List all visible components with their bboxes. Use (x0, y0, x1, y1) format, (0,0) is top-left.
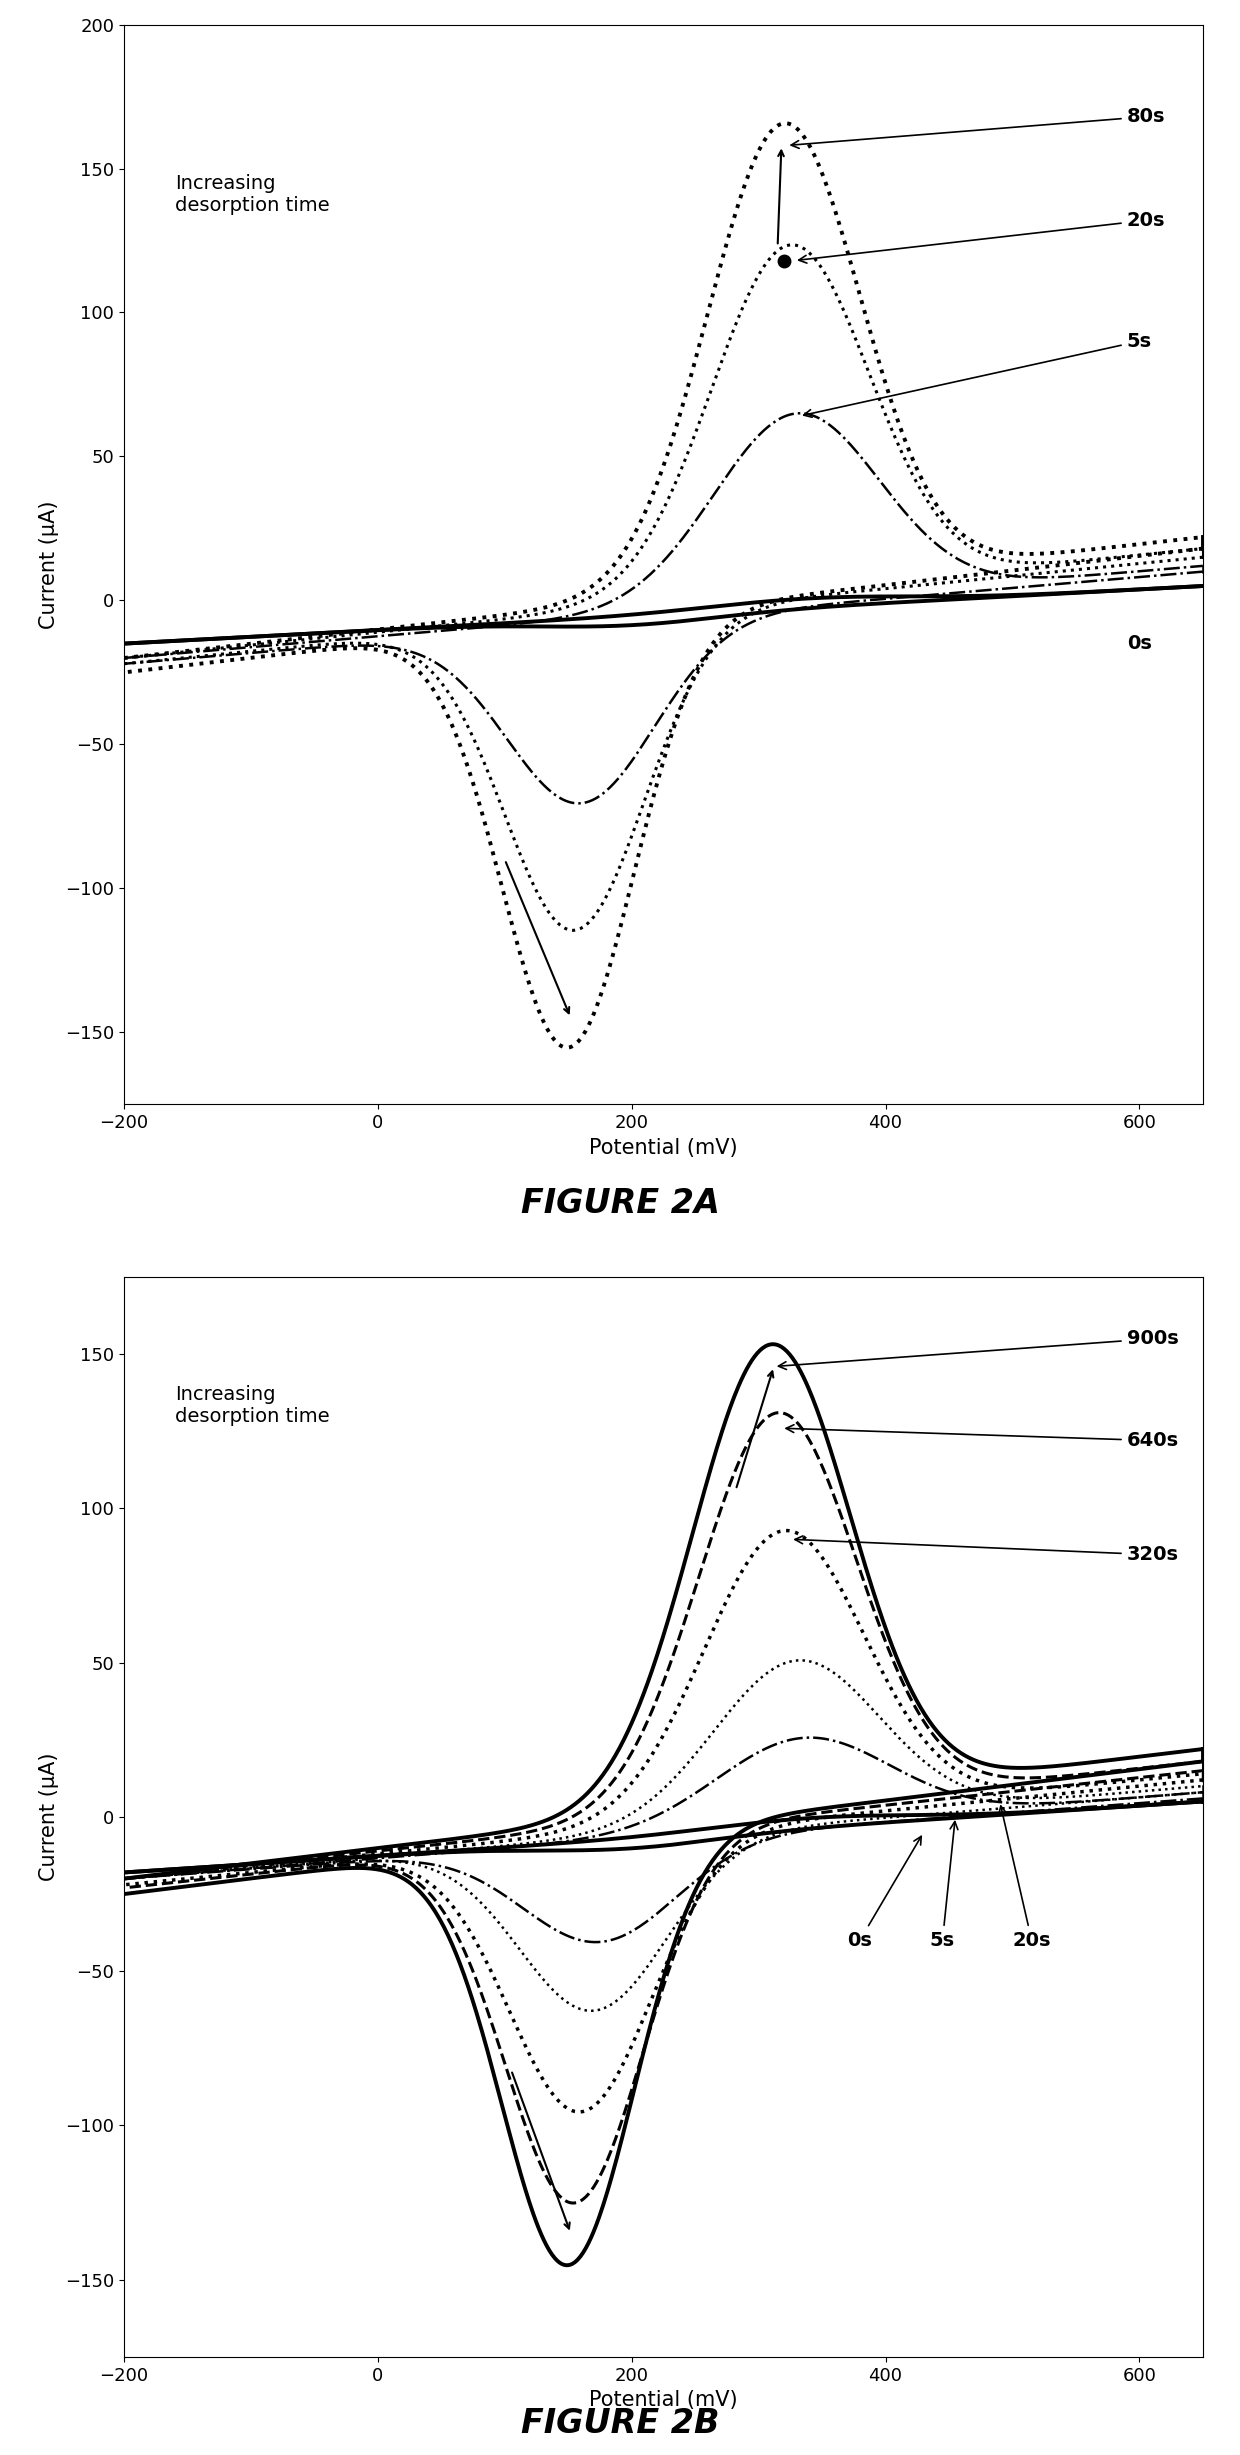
Text: 320s: 320s (795, 1537, 1179, 1564)
Text: 640s: 640s (786, 1424, 1179, 1451)
Text: 80s: 80s (791, 108, 1166, 147)
Text: Increasing
desorption time: Increasing desorption time (175, 1385, 330, 1426)
Y-axis label: Current (μA): Current (μA) (40, 501, 60, 628)
X-axis label: Potential (mV): Potential (mV) (589, 2391, 738, 2411)
Text: Increasing
desorption time: Increasing desorption time (175, 174, 330, 216)
Text: 0s: 0s (847, 1836, 921, 1949)
Text: FIGURE 2A: FIGURE 2A (521, 1188, 719, 1220)
Y-axis label: Current (μA): Current (μA) (40, 1753, 60, 1881)
X-axis label: Potential (mV): Potential (mV) (589, 1137, 738, 1159)
Text: 900s: 900s (779, 1328, 1178, 1370)
Text: FIGURE 2B: FIGURE 2B (521, 2408, 719, 2440)
Text: 5s: 5s (930, 1822, 957, 1949)
Text: 0s: 0s (1127, 633, 1152, 653)
Text: 5s: 5s (804, 331, 1152, 417)
Text: 20s: 20s (998, 1807, 1052, 1949)
Text: 20s: 20s (799, 211, 1166, 263)
